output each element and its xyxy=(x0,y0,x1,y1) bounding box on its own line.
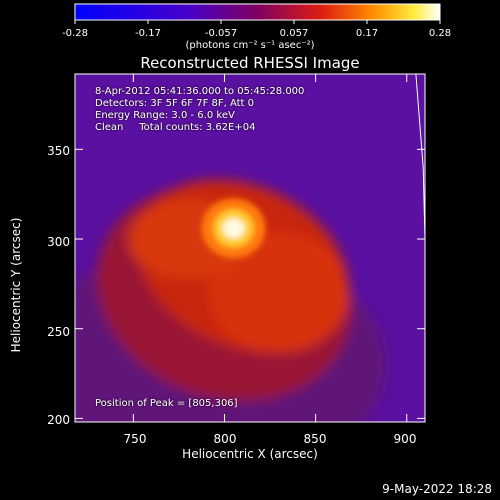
colorbar-tick: -0.057 xyxy=(204,28,238,39)
colorbar-tick: 0.28 xyxy=(428,28,452,39)
colorbar-tick: 0.057 xyxy=(279,28,309,39)
plot-frame xyxy=(74,73,426,423)
x-axis-label: Heliocentric X (arcsec) xyxy=(182,447,318,461)
colorbar-tick: -0.17 xyxy=(135,28,161,39)
colorbar-tick: 0.17 xyxy=(355,28,379,39)
x-tick-label: 800 xyxy=(213,432,237,446)
annotation-time: 8-Apr-2012 05:41:36.000 to 05:45:28.000 xyxy=(95,86,305,97)
x-tick-label: 850 xyxy=(303,432,327,446)
heatmap-image xyxy=(75,74,425,422)
axis-ticks xyxy=(74,20,441,422)
y-axis-label: Heliocentric Y (arcsec) xyxy=(6,170,26,400)
chart-title: Reconstructed RHESSI Image xyxy=(140,54,360,72)
y-tick-label: 300 xyxy=(47,235,70,249)
colorbar xyxy=(74,3,441,21)
colorbar-tick: -0.28 xyxy=(62,28,88,39)
y-axis-label-text: Heliocentric Y (arcsec) xyxy=(9,217,23,353)
solar-limb-line xyxy=(415,73,426,240)
y-tick-label: 200 xyxy=(47,413,70,427)
peak-source xyxy=(201,198,266,259)
colorbar-units: (photons cm⁻² s⁻¹ asec⁻²) xyxy=(185,40,315,51)
annotation-energy: Energy Range: 3.0 - 6.0 keV xyxy=(95,110,235,121)
y-tick-label: 250 xyxy=(47,325,70,339)
peak-position-label: Position of Peak = [805,306] xyxy=(95,398,238,409)
plot-timestamp: 9-May-2022 18:28 xyxy=(382,482,492,496)
annotation-clean: Clean Total counts: 3.62E+04 xyxy=(95,122,256,133)
x-tick-label: 900 xyxy=(393,432,417,446)
y-tick-label: 350 xyxy=(47,144,70,158)
emission-band xyxy=(75,179,387,422)
x-tick-label: 750 xyxy=(123,432,147,446)
annotation-detectors: Detectors: 3F 5F 6F 7F 8F, Att 0 xyxy=(95,98,255,109)
